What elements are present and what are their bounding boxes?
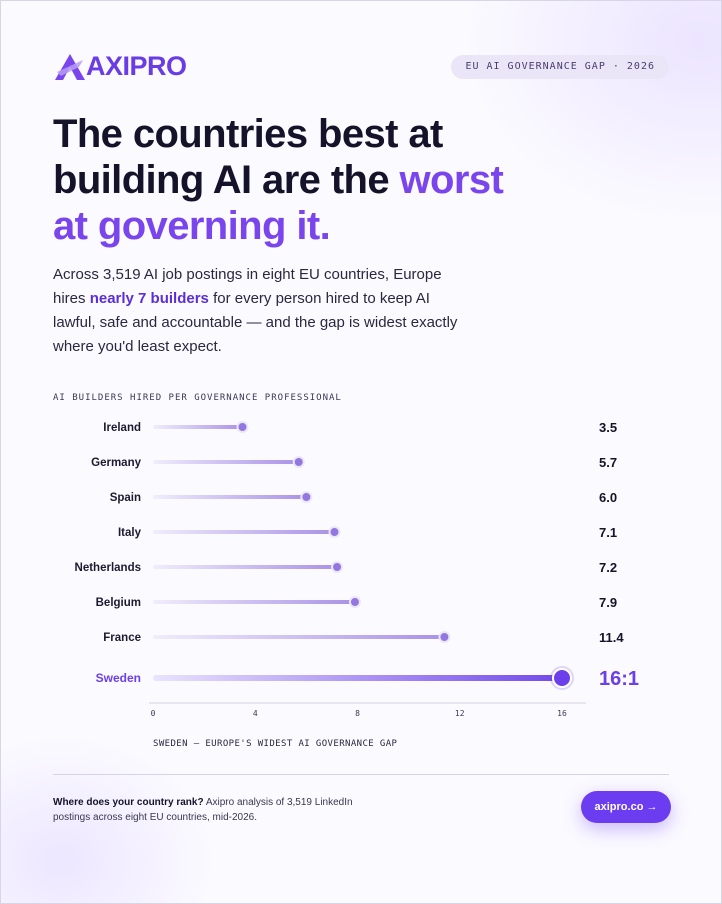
value-label: 7.9 bbox=[599, 595, 617, 610]
data-point bbox=[300, 491, 313, 503]
category-label: Netherlands bbox=[75, 562, 141, 574]
value-label: 16:1 bbox=[599, 668, 639, 690]
footer-source: Axipro analysis of 3,519 LinkedIn postin… bbox=[53, 797, 353, 823]
chart-title: AI BUILDERS HIRED PER GOVERNANCE PROFESS… bbox=[53, 393, 342, 403]
value-label: 6.0 bbox=[599, 490, 617, 505]
report-tag: EU AI GOVERNANCE GAP · 2026 bbox=[451, 55, 669, 79]
bar bbox=[153, 530, 335, 534]
value-label: 5.7 bbox=[599, 455, 617, 470]
value-label: 7.2 bbox=[599, 560, 617, 575]
bar bbox=[153, 675, 562, 681]
x-tick-label: 4 bbox=[253, 709, 258, 718]
headline-line-2: building AI are the bbox=[53, 158, 400, 202]
bar bbox=[153, 460, 299, 464]
footer-question: Where does your country rank? bbox=[53, 797, 204, 808]
bar bbox=[153, 495, 307, 499]
category-label: Ireland bbox=[103, 422, 141, 434]
category-label: Belgium bbox=[96, 597, 141, 609]
axipro-logo-icon bbox=[55, 53, 85, 80]
category-label: Germany bbox=[91, 457, 141, 469]
headline-line-1: The countries best at bbox=[53, 112, 443, 156]
category-label: Italy bbox=[118, 527, 142, 539]
value-label: 11.4 bbox=[599, 630, 624, 645]
chart-caption: SWEDEN — EUROPE'S WIDEST AI GOVERNANCE G… bbox=[153, 739, 398, 749]
data-point bbox=[236, 421, 249, 433]
page-title: The countries best at building AI are th… bbox=[53, 111, 613, 249]
category-label: France bbox=[103, 632, 141, 644]
x-tick-label: 16 bbox=[557, 709, 567, 718]
headline-accent-worst: worst bbox=[399, 158, 504, 202]
headline-line-3: at governing it. bbox=[53, 204, 331, 248]
category-label: Sweden bbox=[96, 671, 141, 685]
lollipop-chart: Ireland 3.5 Germany 5.7 Spain 6.0 Italy 7.1 Neth… bbox=[75, 420, 640, 718]
value-label: 7.1 bbox=[599, 525, 617, 540]
x-tick-label: 8 bbox=[355, 709, 360, 718]
data-point bbox=[348, 596, 361, 608]
data-point bbox=[552, 668, 572, 688]
x-tick-label: 0 bbox=[151, 709, 156, 718]
brand-logo[interactable]: AXIPRO bbox=[53, 51, 187, 82]
value-label: 3.5 bbox=[599, 420, 617, 435]
bar bbox=[153, 565, 338, 569]
lede-part-2: for every person hired to keep AI lawful… bbox=[53, 290, 458, 355]
bar bbox=[153, 600, 355, 604]
website-button[interactable]: axipro.co → bbox=[581, 791, 671, 823]
footer-divider bbox=[53, 774, 669, 775]
category-label: Spain bbox=[110, 492, 141, 504]
lede-part-1: Across 3,519 AI job postings in eight EU… bbox=[53, 266, 442, 307]
data-point bbox=[292, 456, 305, 468]
brand-name: AXIPRO bbox=[86, 51, 187, 81]
footer-note: Where does your country rank? Axipro ana… bbox=[53, 795, 383, 825]
lede-highlight: nearly 7 builders bbox=[89, 290, 209, 307]
data-point bbox=[328, 526, 341, 538]
bar bbox=[153, 425, 243, 429]
data-point bbox=[331, 561, 344, 573]
lede-paragraph: Across 3,519 AI job postings in eight EU… bbox=[53, 263, 473, 359]
x-tick-label: 12 bbox=[455, 709, 465, 718]
bar bbox=[153, 635, 445, 639]
data-point bbox=[438, 631, 451, 643]
